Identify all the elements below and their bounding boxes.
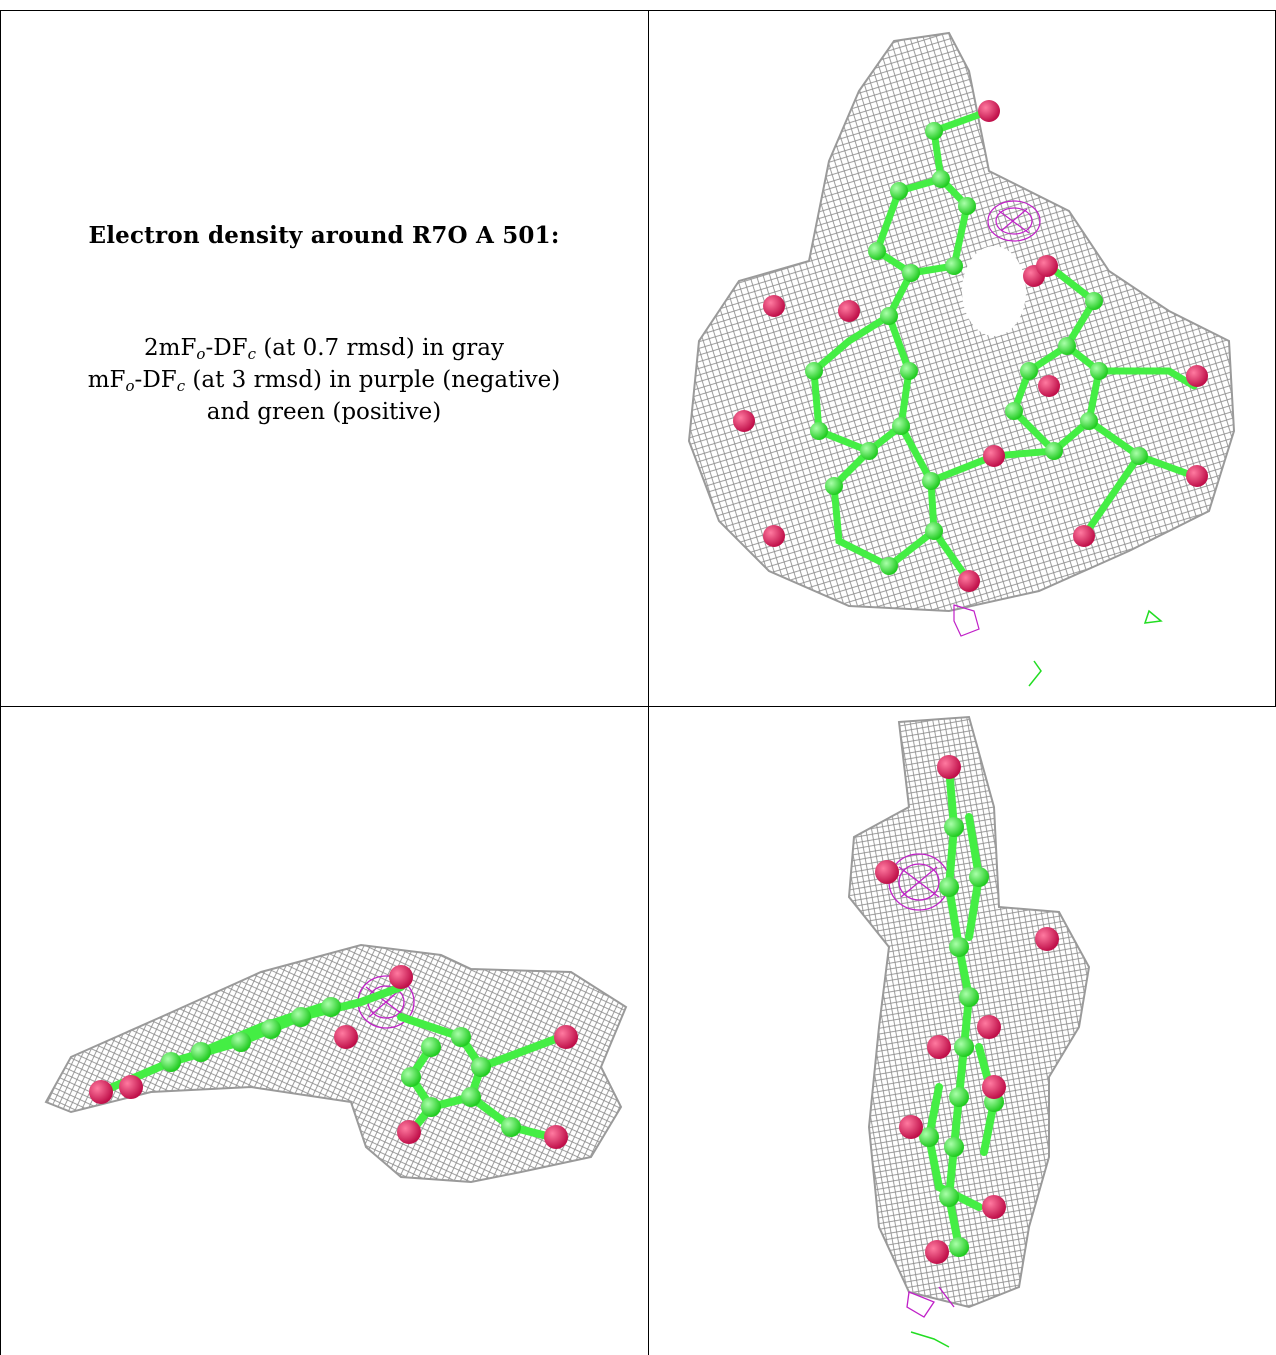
caption-line-2fofc: 2mFo-DFc (at 0.7 rmsd) in gray bbox=[144, 335, 504, 363]
positive-difference-density bbox=[1028, 609, 1163, 687]
positive-difference-density bbox=[910, 1331, 950, 1348]
oxygen-atoms bbox=[89, 965, 578, 1149]
density-panel-top bbox=[649, 11, 1275, 706]
oxygen-atoms bbox=[733, 100, 1208, 592]
carbon-atoms bbox=[919, 817, 1004, 1257]
density-panel-side-horizontal bbox=[1, 707, 648, 1355]
caption-title: Electron density around R7O A 501: bbox=[88, 222, 560, 249]
caption-line-positive: and green (positive) bbox=[206, 399, 442, 425]
oxygen-atoms bbox=[875, 755, 1059, 1264]
carbon-atoms bbox=[805, 122, 1148, 575]
border-middle-vertical bbox=[648, 10, 649, 1355]
gray-mesh-2fofc bbox=[44, 943, 628, 1184]
mesh-hole bbox=[962, 246, 1026, 336]
gray-mesh-2fofc bbox=[687, 31, 1236, 613]
border-middle-horizontal bbox=[0, 706, 1276, 707]
density-view-top bbox=[687, 31, 1236, 687]
density-view-side-horizontal bbox=[44, 943, 628, 1184]
density-view-side-vertical bbox=[847, 715, 1091, 1348]
border-left bbox=[0, 10, 1, 1355]
border-top bbox=[0, 10, 1276, 11]
caption-description: 2mFo-DFc (at 0.7 rmsd) in gray mFo-DFc (… bbox=[0, 332, 648, 428]
negative-difference-density bbox=[953, 200, 1041, 637]
density-panel-side-vertical bbox=[649, 707, 1276, 1355]
caption-cell: Electron density around R7O A 501: 2mFo-… bbox=[0, 10, 648, 706]
caption-line-fofc: mFo-DFc (at 3 rmsd) in purple (negative) bbox=[87, 367, 561, 395]
carbon-atoms bbox=[161, 997, 521, 1137]
